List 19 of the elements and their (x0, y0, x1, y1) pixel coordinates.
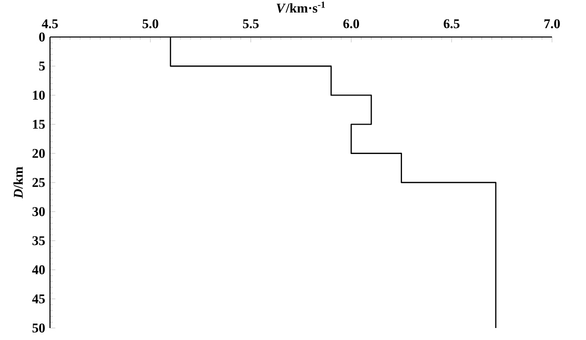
y-tick-label: 40 (32, 265, 45, 274)
y-tick-label: 25 (32, 178, 45, 187)
y-tick-label: 10 (33, 90, 45, 100)
x-tick-label: 7.0 (544, 19, 560, 28)
y-tick-label: 30 (32, 207, 45, 216)
x-tick-label: 5.0 (142, 19, 158, 28)
x-tick-label: 6.5 (444, 19, 460, 28)
y-tick-label: 20 (32, 148, 45, 158)
y-tick-label: 50 (32, 324, 45, 332)
x-axis-title: V/km·s$^{-1}$ (276, 2, 325, 13)
y-tick-label: 5 (39, 62, 45, 71)
x-tick-label: 6.0 (343, 19, 360, 28)
y-tick-label: 15 (33, 120, 45, 129)
y-tick-label: 35 (32, 236, 45, 246)
x-tick-label: 5.5 (243, 19, 259, 28)
x-tick-label: 4.5 (42, 19, 58, 28)
y-axis-title: D/km (13, 166, 23, 199)
y-tick-label: 45 (32, 294, 45, 304)
y-tick-label: 0 (39, 32, 45, 42)
